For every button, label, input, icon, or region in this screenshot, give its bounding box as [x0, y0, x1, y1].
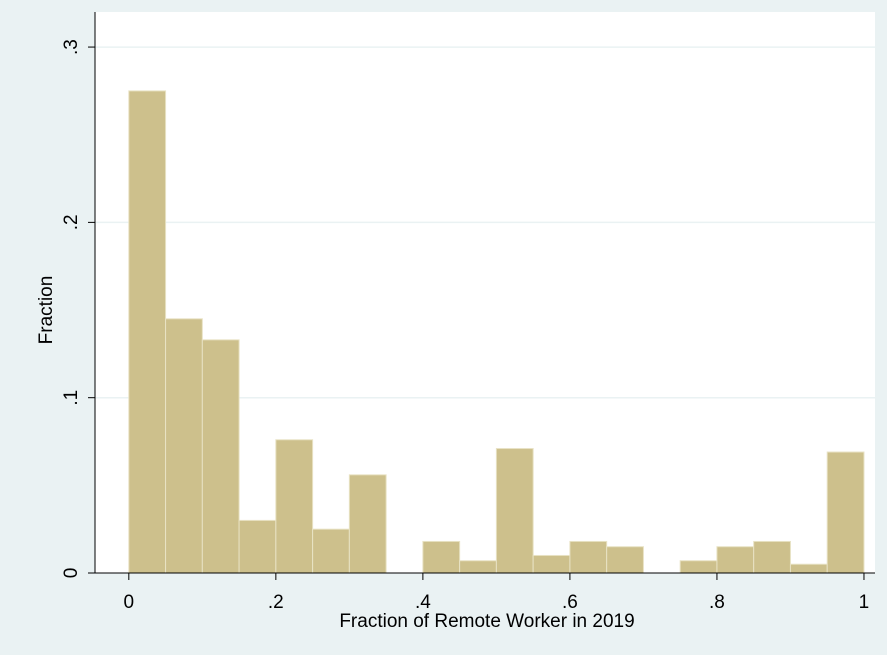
bar: [348, 474, 387, 574]
x-tick-label: 1: [859, 592, 870, 613]
bar: [826, 451, 865, 574]
y-tick-label: .2: [61, 214, 82, 230]
bar: [679, 560, 718, 574]
bar: [201, 339, 240, 574]
bar: [789, 563, 828, 574]
bar: [165, 318, 203, 574]
bar: [569, 540, 608, 574]
y-tick-label: .1: [61, 390, 82, 406]
bar: [422, 540, 461, 574]
y-tick-label: .3: [61, 39, 82, 55]
x-tick-label: 0: [124, 592, 135, 613]
bar: [753, 540, 791, 574]
bar: [716, 546, 755, 574]
bar: [312, 528, 350, 574]
y-tick-label: 0: [61, 568, 82, 579]
bar: [532, 554, 571, 574]
x-tick-label: .6: [562, 592, 578, 613]
x-axis-title: Fraction of Remote Worker in 2019: [339, 611, 634, 632]
x-tick-label: .4: [415, 592, 431, 613]
bar: [459, 560, 497, 574]
x-tick-label: .2: [268, 592, 284, 613]
bar: [275, 439, 314, 574]
bar: [606, 546, 644, 574]
y-axis-title: Fraction: [36, 276, 57, 345]
x-tick-label: .8: [709, 592, 725, 613]
bar: [128, 90, 167, 574]
bar: [238, 519, 277, 574]
bar: [495, 448, 534, 574]
